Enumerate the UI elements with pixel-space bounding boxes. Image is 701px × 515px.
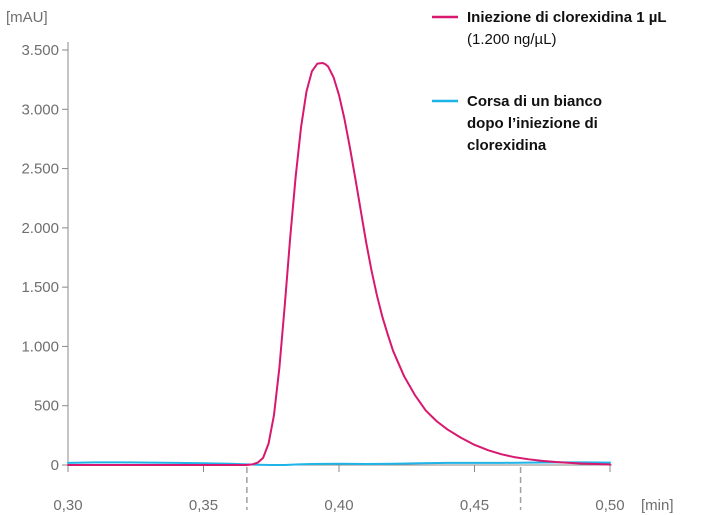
legend-label: dopo l’iniezione di: [467, 115, 598, 132]
y-tick-label: 3.500: [21, 42, 59, 59]
x-tick-label: 0,35: [189, 497, 218, 514]
y-tick-label: 1.000: [21, 338, 59, 355]
x-tick-label: 0,50: [595, 497, 624, 514]
y-tick-label: 0: [51, 457, 59, 474]
y-axis-label: [mAU]: [6, 9, 48, 26]
series-line-blank-run: [67, 461, 611, 466]
reference-lines-layer: [246, 467, 522, 510]
legend-label: (1.200 ng/µL): [467, 31, 557, 48]
legend-label: Corsa di un bianco: [467, 93, 602, 110]
x-tick-label: 0,40: [324, 497, 353, 514]
x-tick-label: 0,30: [53, 497, 82, 514]
y-tick-label: 2.500: [21, 161, 59, 178]
legend: Iniezione di clorexidina 1 µL (1.200 ng/µ…: [432, 9, 667, 154]
series-line-chlorhexidine-injection: [67, 62, 611, 466]
y-tick-label: 2.000: [21, 220, 59, 237]
x-axis-label: [min]: [641, 497, 674, 514]
series-layer: [67, 62, 611, 466]
y-tick-label: 1.500: [21, 279, 59, 296]
legend-label: clorexidina: [467, 137, 547, 154]
x-tick-label: 0,45: [460, 497, 489, 514]
legend-label: Iniezione di clorexidina 1 µL: [467, 9, 667, 26]
y-tick-label: 3.000: [21, 101, 59, 118]
y-tick-label: 500: [34, 398, 59, 415]
axes-layer: 0 500 1.000 1.500 2.000 2.500 3.000 3.500 0,30 0,…: [6, 9, 674, 514]
